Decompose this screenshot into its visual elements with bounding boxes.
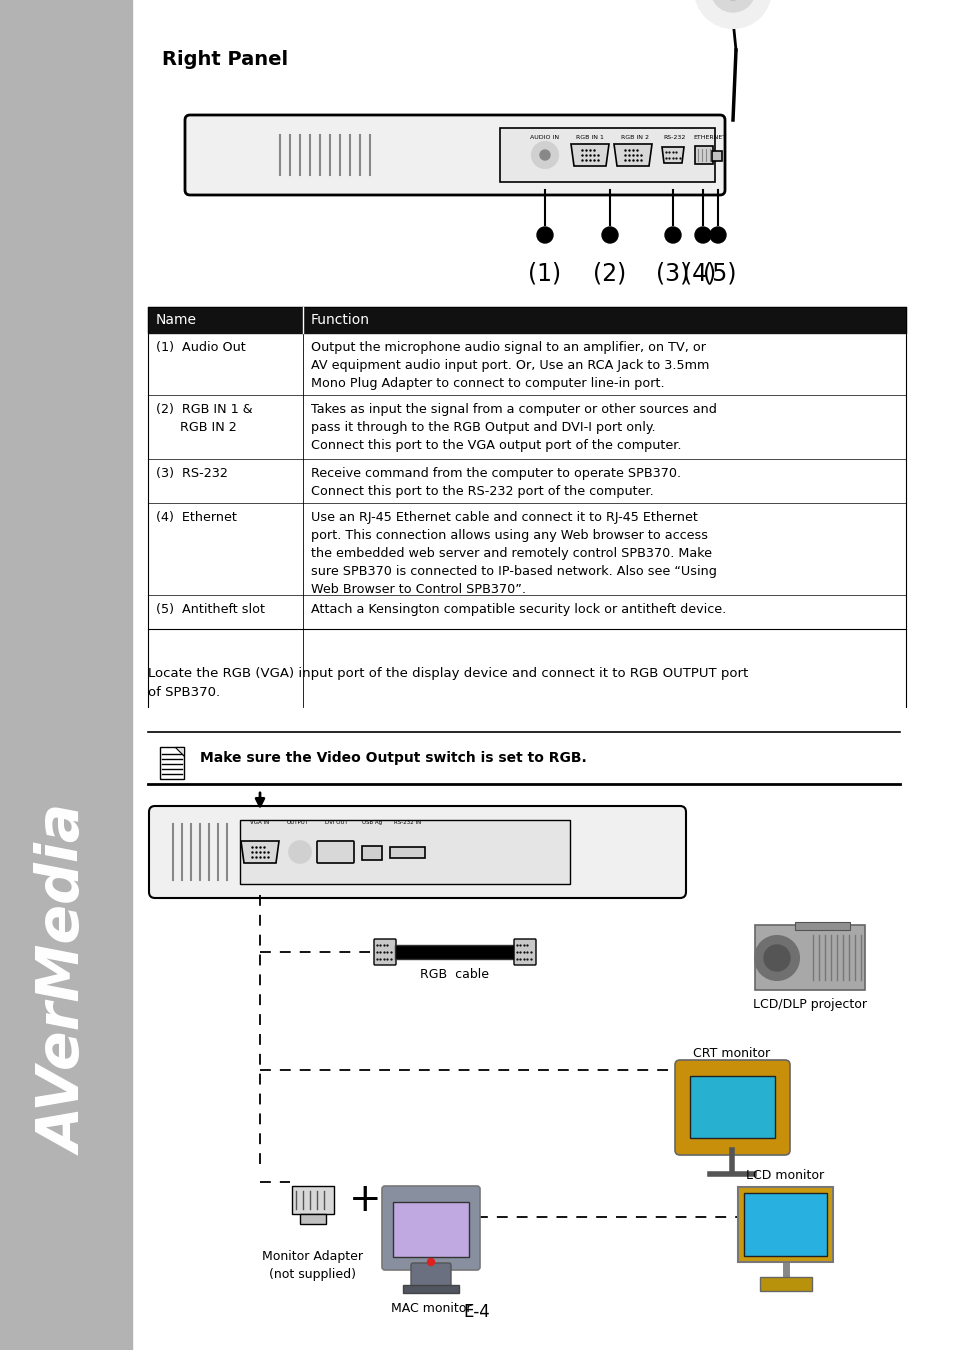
Text: (3): (3) bbox=[656, 262, 689, 286]
Bar bbox=[395, 945, 515, 958]
Bar bbox=[0, 0, 132, 1350]
FancyBboxPatch shape bbox=[185, 115, 724, 194]
Text: OUTPUT: OUTPUT bbox=[287, 819, 309, 825]
Bar bbox=[743, 1193, 826, 1256]
Circle shape bbox=[532, 142, 558, 167]
Bar bbox=[390, 846, 424, 859]
Text: (3)  RS-232: (3) RS-232 bbox=[156, 467, 228, 481]
Text: CRT monitor: CRT monitor bbox=[693, 1048, 770, 1060]
Text: Locate the RGB (VGA) input port of the display device and connect it to RGB OUTP: Locate the RGB (VGA) input port of the d… bbox=[148, 667, 747, 699]
Circle shape bbox=[710, 0, 754, 12]
Bar bbox=[754, 925, 864, 990]
Circle shape bbox=[695, 227, 710, 243]
Circle shape bbox=[763, 945, 789, 971]
FancyBboxPatch shape bbox=[675, 1060, 789, 1156]
Text: RS-232 IN: RS-232 IN bbox=[394, 819, 421, 825]
Text: E-4: E-4 bbox=[463, 1303, 490, 1322]
FancyBboxPatch shape bbox=[514, 940, 536, 965]
Text: ETHERNET: ETHERNET bbox=[693, 135, 726, 140]
Text: Make sure the Video Output switch is set to RGB.: Make sure the Video Output switch is set… bbox=[200, 751, 586, 765]
Circle shape bbox=[539, 150, 550, 161]
Text: RGB  cable: RGB cable bbox=[420, 968, 489, 981]
Circle shape bbox=[537, 227, 553, 243]
Bar bbox=[711, 151, 721, 161]
Bar bbox=[160, 747, 184, 779]
Bar bbox=[393, 1202, 469, 1257]
Circle shape bbox=[709, 227, 725, 243]
Polygon shape bbox=[174, 747, 184, 756]
FancyBboxPatch shape bbox=[374, 940, 395, 965]
Text: Receive command from the computer to operate SPB370.
Connect this port to the RS: Receive command from the computer to ope… bbox=[311, 467, 680, 498]
Bar bbox=[240, 819, 569, 884]
Bar bbox=[794, 922, 849, 930]
Text: (1): (1) bbox=[528, 262, 561, 286]
Text: RS-232: RS-232 bbox=[663, 135, 685, 140]
Bar bbox=[499, 128, 714, 182]
Bar bbox=[760, 1277, 811, 1291]
Polygon shape bbox=[614, 144, 651, 166]
Text: Right Panel: Right Panel bbox=[162, 50, 288, 69]
Circle shape bbox=[664, 227, 680, 243]
Text: (1)  Audio Out: (1) Audio Out bbox=[156, 342, 246, 354]
Text: Name: Name bbox=[156, 313, 196, 327]
Bar bbox=[689, 1076, 774, 1138]
Text: Use an RJ-45 Ethernet cable and connect it to RJ-45 Ethernet
port. This connecti: Use an RJ-45 Ethernet cable and connect … bbox=[311, 512, 716, 595]
Text: MAC monitor: MAC monitor bbox=[391, 1301, 471, 1315]
Text: (2)  RGB IN 1 &
      RGB IN 2: (2) RGB IN 1 & RGB IN 2 bbox=[156, 404, 253, 433]
Text: RGB IN 1: RGB IN 1 bbox=[576, 135, 603, 140]
Text: Function: Function bbox=[311, 313, 370, 327]
Bar bbox=[695, 146, 712, 163]
Polygon shape bbox=[661, 147, 683, 163]
Text: Monitor Adapter
(not supplied): Monitor Adapter (not supplied) bbox=[262, 1250, 363, 1281]
Text: +: + bbox=[349, 1181, 381, 1219]
FancyBboxPatch shape bbox=[149, 806, 685, 898]
Circle shape bbox=[427, 1258, 434, 1265]
Circle shape bbox=[695, 0, 770, 28]
FancyBboxPatch shape bbox=[316, 841, 354, 863]
Bar bbox=[361, 846, 381, 860]
Text: USB Ag: USB Ag bbox=[361, 819, 381, 825]
Text: Output the microphone audio signal to an amplifier, on TV, or
AV equipment audio: Output the microphone audio signal to an… bbox=[311, 342, 709, 390]
Text: (5)  Antitheft slot: (5) Antitheft slot bbox=[156, 603, 265, 616]
Bar bbox=[402, 1285, 458, 1293]
Bar bbox=[148, 306, 905, 333]
FancyBboxPatch shape bbox=[381, 1187, 479, 1270]
Bar bbox=[738, 1187, 832, 1262]
Text: LCD/DLP projector: LCD/DLP projector bbox=[752, 998, 866, 1011]
Text: (4): (4) bbox=[682, 262, 716, 286]
Text: (2): (2) bbox=[593, 262, 626, 286]
Text: AVerMedia: AVerMedia bbox=[37, 806, 94, 1154]
Text: LCD monitor: LCD monitor bbox=[745, 1169, 823, 1183]
Bar bbox=[299, 1214, 326, 1224]
Text: Takes as input the signal from a computer or other sources and
pass it through t: Takes as input the signal from a compute… bbox=[311, 404, 716, 452]
Text: VGA IN: VGA IN bbox=[250, 819, 270, 825]
Circle shape bbox=[754, 936, 799, 980]
Text: Attach a Kensington compatible security lock or antitheft device.: Attach a Kensington compatible security … bbox=[311, 603, 725, 616]
Bar bbox=[292, 1187, 334, 1214]
Polygon shape bbox=[571, 144, 608, 166]
Text: DVI OUT: DVI OUT bbox=[324, 819, 347, 825]
FancyBboxPatch shape bbox=[411, 1264, 451, 1289]
Circle shape bbox=[601, 227, 618, 243]
Text: (4)  Ethernet: (4) Ethernet bbox=[156, 512, 236, 524]
Text: RGB IN 2: RGB IN 2 bbox=[620, 135, 648, 140]
Text: AUDIO IN: AUDIO IN bbox=[530, 135, 559, 140]
Text: (5): (5) bbox=[702, 262, 736, 286]
Circle shape bbox=[289, 841, 311, 863]
Polygon shape bbox=[241, 841, 278, 863]
